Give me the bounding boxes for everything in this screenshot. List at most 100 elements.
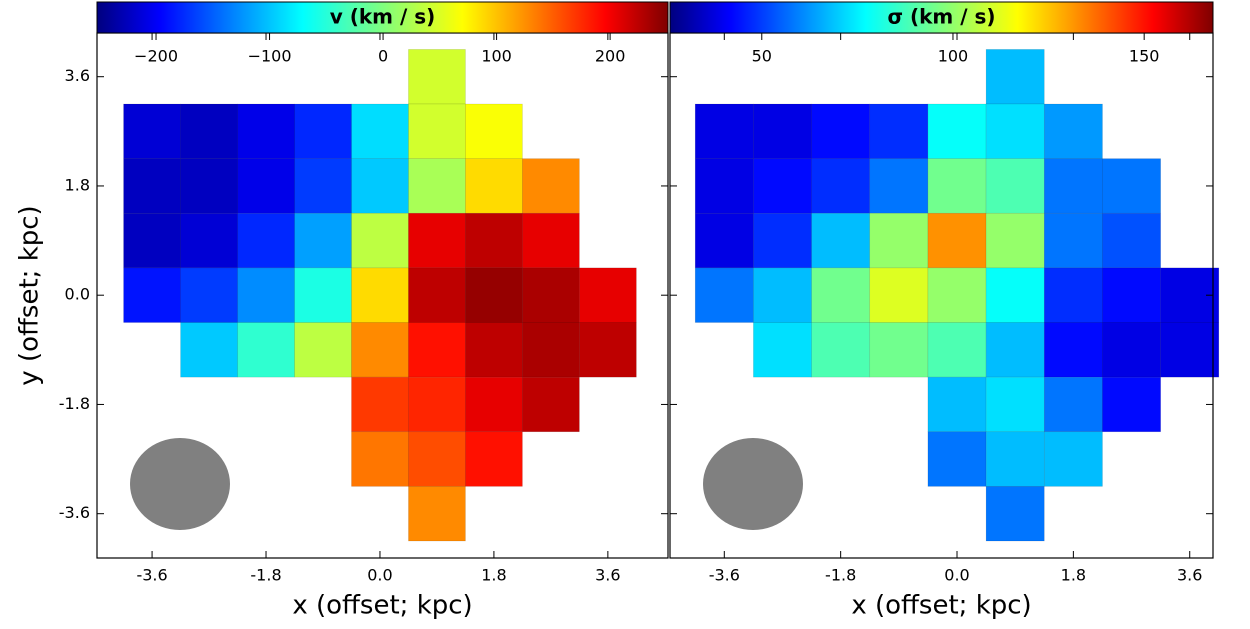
colorbar-tick-label: 50 [752, 47, 772, 66]
bin [985, 322, 1045, 378]
bin [753, 158, 812, 214]
bin [869, 158, 929, 214]
bin [985, 486, 1045, 542]
bin [1043, 431, 1103, 487]
bin [522, 158, 580, 214]
bin [351, 158, 409, 214]
bin [927, 376, 987, 433]
bin [351, 103, 409, 159]
bin [869, 322, 929, 378]
bin [294, 158, 352, 214]
x-tick-label: 1.8 [481, 566, 506, 585]
bin [985, 376, 1045, 433]
bin [811, 103, 871, 159]
bin [1043, 322, 1103, 378]
bin [465, 212, 523, 269]
bin [294, 103, 352, 159]
bin [753, 267, 812, 323]
colorbar-tick-label: −200 [134, 47, 178, 66]
y-tick-label: -3.6 [59, 503, 90, 522]
bin [123, 103, 181, 159]
bin [408, 49, 466, 105]
y-axis-label: y (offset; kpc) [15, 205, 45, 385]
bin [465, 158, 523, 214]
colorbar-tick-label: −100 [248, 47, 292, 66]
bin [465, 322, 523, 378]
x-axis-label: x (offset; kpc) [851, 591, 1031, 621]
colorbar-tick-label: 100 [938, 47, 969, 66]
bin [927, 158, 987, 214]
bin [408, 322, 466, 378]
bin [985, 158, 1045, 214]
bin [1102, 158, 1161, 214]
bin [465, 431, 523, 487]
bin [237, 103, 295, 159]
bin [522, 267, 580, 323]
x-tick-label: 3.6 [1177, 566, 1202, 585]
y-tick-label: 1.8 [65, 175, 90, 194]
bin [408, 103, 466, 159]
bin [1043, 376, 1103, 433]
bin [694, 103, 754, 159]
bin [811, 267, 871, 323]
bin [1043, 267, 1103, 323]
bin [351, 431, 409, 487]
bin [465, 267, 523, 323]
bin [927, 103, 987, 159]
bin [869, 212, 929, 269]
bin [351, 212, 409, 269]
bin [1160, 322, 1220, 378]
bin [465, 103, 523, 159]
bin [1043, 212, 1103, 269]
bin [927, 322, 987, 378]
bin [927, 212, 987, 269]
bin [522, 322, 580, 378]
x-tick-label: 0.0 [367, 566, 392, 585]
colorbar-label: σ (km / s) [887, 5, 995, 29]
bin [408, 212, 466, 269]
bin [123, 212, 181, 269]
bin [522, 376, 580, 433]
x-tick-label: 0.0 [944, 566, 969, 585]
colorbar-label: v (km / s) [330, 5, 436, 29]
x-axis-label: x (offset; kpc) [292, 591, 472, 621]
bin [985, 212, 1045, 269]
bin [1102, 212, 1161, 269]
bin [927, 267, 987, 323]
bin [927, 431, 987, 487]
x-tick-label: -3.6 [136, 566, 167, 585]
bin [237, 322, 295, 378]
colorbar [96, 1, 669, 34]
bin [694, 212, 754, 269]
beam [130, 438, 230, 530]
bin [123, 158, 181, 214]
bin [694, 158, 754, 214]
colorbar-tick-label: 200 [595, 47, 626, 66]
y-tick-label: 3.6 [65, 66, 90, 85]
y-tick-label: 0.0 [65, 285, 90, 304]
x-tick-label: -1.8 [825, 566, 856, 585]
bin [811, 322, 871, 378]
y-tick-label: -1.8 [59, 394, 90, 413]
bin [180, 158, 238, 214]
beam [703, 438, 803, 530]
bin [465, 376, 523, 433]
bin [351, 376, 409, 433]
bin [408, 486, 466, 542]
bin [1043, 103, 1103, 159]
bin [579, 267, 637, 323]
bin [1102, 376, 1161, 433]
x-tick-label: -3.6 [709, 566, 740, 585]
bin [1102, 322, 1161, 378]
bin [694, 267, 754, 323]
bin [869, 103, 929, 159]
colorbar-tick-label: 150 [1129, 47, 1160, 66]
colorbar-tick-label: 0 [378, 47, 388, 66]
bin [522, 212, 580, 269]
colorbar-tick-label: 100 [481, 47, 512, 66]
bin [408, 267, 466, 323]
bin [237, 158, 295, 214]
x-tick-label: 3.6 [595, 566, 620, 585]
bin [180, 267, 238, 323]
